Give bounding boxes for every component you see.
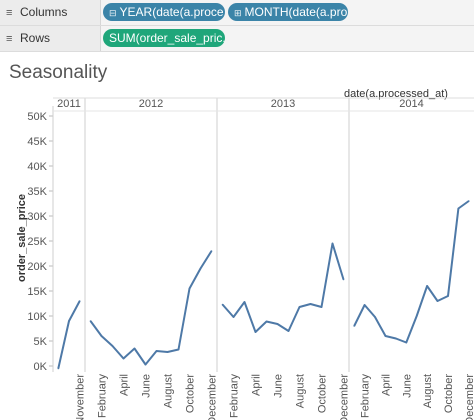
x-tick-label: August [163,374,175,408]
series-line-2012 [89,250,213,366]
y-tick-label: 30K [27,211,47,223]
expand-icon: ⊞ [234,8,242,18]
data-point [467,200,470,202]
month-pill[interactable]: ⊞ MONTH(date(a.pro.. [228,3,348,21]
data-point [243,301,246,303]
data-point [287,330,290,332]
y-tick-label: 25K [27,236,47,248]
x-tick-label: December [339,374,351,420]
rows-icon: ≡ [6,33,13,45]
y-tick-label: 40K [27,161,47,173]
data-point [320,306,323,308]
month-pill-text: MONTH(date(a.pro.. [244,5,348,19]
data-point [426,285,428,287]
y-tick-label: 10K [27,311,47,323]
x-tick-label: June [141,374,153,398]
x-tick-label: April [381,374,393,396]
data-point [342,278,345,281]
x-tick-label: February [229,374,241,419]
y-tick-label: 0K [34,361,48,373]
x-tick-label: December [464,374,474,420]
sum-pill-text: SUM(order_sale_pric.. [109,31,225,45]
data-point [89,320,92,322]
data-point [199,267,202,270]
data-point [133,347,136,350]
data-point [298,306,301,308]
x-tick-label: June [401,374,413,398]
data-point [57,367,60,370]
series-line-2013 [221,242,345,333]
data-point [122,357,125,360]
columns-shelf: ≡ Columns ⊟ YEAR(date(a.proce.. ⊞ MONTH(da… [0,0,474,26]
year-header-2011: 2011 [57,98,81,110]
data-point [254,331,257,333]
x-tick-label: August [422,374,434,408]
x-tick-label: November [75,374,87,420]
x-tick-label: April [251,374,263,396]
x-tick-label: October [317,374,329,413]
data-point [395,337,397,340]
year-header-2013: 2013 [271,98,295,110]
series-line-2014 [353,200,470,344]
data-point [177,348,180,351]
year-header-2014: 2014 [399,98,423,110]
data-point [265,320,268,323]
y-tick-label: 15K [27,286,47,298]
data-point [436,300,439,302]
x-tick-label: February [360,374,372,419]
y-tick-label: 35K [27,186,47,198]
data-point [405,341,408,344]
data-point [415,315,418,317]
data-point [331,242,334,245]
data-point [276,323,279,325]
data-point [188,287,191,290]
x-tick-label: August [295,374,307,408]
collapse-icon: ⊟ [109,8,117,18]
x-tick-label: October [185,374,197,413]
data-point [155,350,158,352]
data-point [210,250,213,252]
y-axis-title: order_sale_price [16,194,28,282]
data-point [363,304,366,306]
year-pill[interactable]: ⊟ YEAR(date(a.proce.. [103,3,225,21]
data-point [144,363,147,366]
x-tick-label: February [97,374,109,419]
y-tick-label: 45K [27,136,47,148]
data-point [68,320,70,322]
data-point [78,300,81,302]
data-point [221,303,224,306]
data-point [353,325,356,327]
y-tick-label: 20K [27,261,47,273]
data-point [447,295,449,297]
data-point [384,335,387,337]
x-tick-label: April [119,374,131,396]
series-line-2011 [57,300,81,369]
x-tick-label: October [443,374,455,413]
worksheet-title: Seasonality [9,62,108,83]
rows-shelf: ≡ Rows SUM(order_sale_pric.. [0,26,474,52]
data-point [111,345,114,347]
rows-label: Rows [20,31,51,45]
y-tick-label: 50K [27,111,47,123]
data-point [100,335,103,337]
year-header-2012: 2012 [139,98,163,110]
y-tick-label: 5K [34,336,48,348]
column-header-label: date(a.processed_at) [344,88,448,100]
sum-pill[interactable]: SUM(order_sale_pric.. [103,29,225,47]
x-tick-label: December [207,374,219,420]
year-pill-text: YEAR(date(a.proce.. [119,5,225,19]
columns-shelf-title: ≡ Columns [0,0,101,25]
data-point [374,316,376,318]
data-point [309,303,312,305]
data-point [457,207,460,210]
columns-label: Columns [20,5,68,19]
x-tick-label: June [273,374,285,398]
rows-shelf-title: ≡ Rows [0,26,101,51]
columns-icon: ≡ [6,7,13,19]
data-point [232,316,235,318]
data-point [166,351,169,353]
